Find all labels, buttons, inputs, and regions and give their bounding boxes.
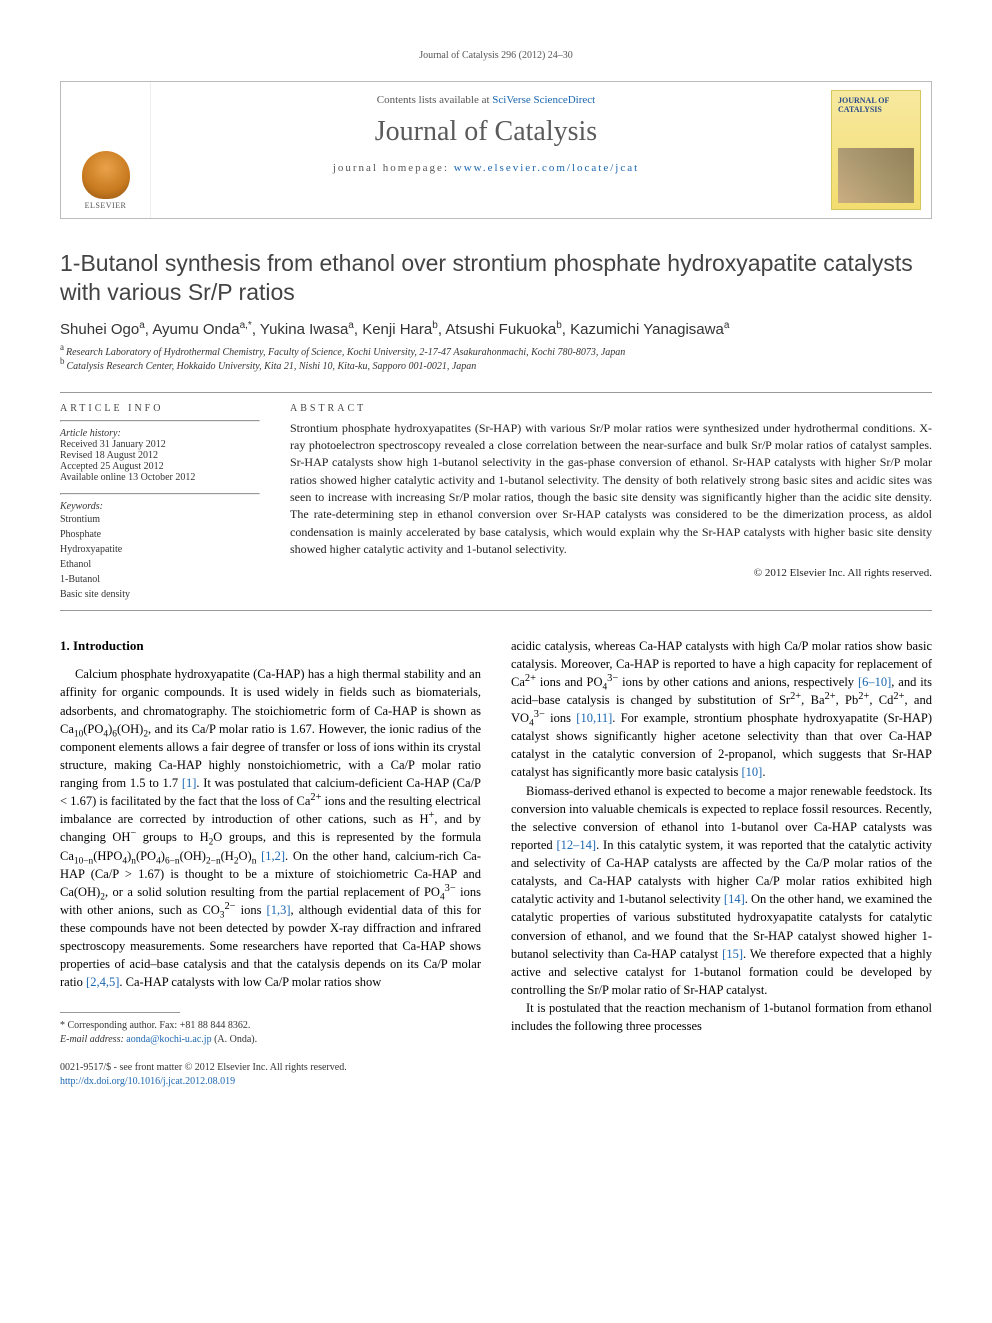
abstract-copyright: © 2012 Elsevier Inc. All rights reserved…: [290, 567, 932, 579]
body-paragraph: Biomass-derived ethanol is expected to b…: [511, 782, 932, 1000]
affiliation-b: bCatalysis Research Center, Hokkaido Uni…: [60, 360, 932, 374]
corr-email-link[interactable]: aonda@kochi-u.ac.jp: [126, 1034, 211, 1045]
citation-link[interactable]: [10,11]: [576, 711, 612, 725]
email-line: E-mail address: aonda@kochi-u.ac.jp (A. …: [60, 1033, 481, 1047]
citation-link[interactable]: [1]: [182, 776, 197, 790]
affiliation-a: aResearch Laboratory of Hydrothermal Che…: [60, 346, 932, 360]
author: Kazumichi Yanagisawa: [570, 321, 724, 338]
journal-header-center: Contents lists available at SciVerse Sci…: [151, 82, 821, 218]
journal-cover-thumbnail: JOURNAL OF CATALYSIS: [831, 90, 921, 210]
affiliation-text: Catalysis Research Center, Hokkaido Univ…: [67, 361, 477, 372]
contents-available-line: Contents lists available at SciVerse Sci…: [161, 94, 811, 106]
rule: [60, 420, 260, 422]
elsevier-tree-icon: [82, 151, 130, 199]
body-two-column: 1. Introduction Calcium phosphate hydrox…: [60, 637, 932, 1089]
article-title: 1-Butanol synthesis from ethanol over st…: [60, 249, 932, 307]
sciencedirect-link[interactable]: SciVerse ScienceDirect: [492, 94, 595, 106]
doi-footer: 0021-9517/$ - see front matter © 2012 El…: [60, 1061, 481, 1089]
email-label: E-mail address:: [60, 1034, 124, 1045]
affiliation-text: Research Laboratory of Hydrothermal Chem…: [66, 347, 625, 358]
author-affil-sup: b: [556, 320, 562, 331]
cover-image-icon: [838, 148, 914, 203]
front-matter-line: 0021-9517/$ - see front matter © 2012 El…: [60, 1061, 481, 1075]
abstract-column: abstract Strontium phosphate hydroxyapat…: [290, 403, 932, 602]
journal-homepage-line: journal homepage: www.elsevier.com/locat…: [161, 162, 811, 174]
section-heading: 1. Introduction: [60, 637, 481, 656]
abstract-heading: abstract: [290, 403, 932, 414]
corresponding-author-footnote: * Corresponding author. Fax: +81 88 844 …: [60, 1019, 481, 1047]
history-item: Revised 18 August 2012: [60, 450, 260, 461]
cover-title-line2: CATALYSIS: [838, 106, 914, 115]
left-column: 1. Introduction Calcium phosphate hydrox…: [60, 637, 481, 1089]
keyword: Ethanol: [60, 557, 260, 572]
history-label: Article history:: [60, 428, 260, 439]
journal-name: Journal of Catalysis: [161, 116, 811, 148]
history-item: Received 31 January 2012: [60, 439, 260, 450]
rule: [60, 493, 260, 495]
keyword: Strontium: [60, 512, 260, 527]
author-affil-sup: a: [724, 320, 730, 331]
author: Kenji Hara: [362, 321, 432, 338]
info-abstract-row: article info Article history: Received 3…: [60, 403, 932, 602]
history-item: Accepted 25 August 2012: [60, 461, 260, 472]
article-info-heading: article info: [60, 403, 260, 414]
citation-link[interactable]: [1,3]: [267, 903, 291, 917]
author-affil-sup: a: [348, 320, 354, 331]
rule: [60, 392, 932, 393]
homepage-prefix: journal homepage:: [333, 162, 454, 174]
author-affil-sup: a: [139, 320, 145, 331]
body-paragraph: Calcium phosphate hydroxyapatite (Ca-HAP…: [60, 665, 481, 991]
keyword: 1-Butanol: [60, 572, 260, 587]
elsevier-wordmark: ELSEVIER: [85, 201, 127, 210]
history-item: Available online 13 October 2012: [60, 472, 260, 483]
author-list: Shuhei Ogoa, Ayumu Ondaa,*, Yukina Iwasa…: [60, 321, 932, 338]
affiliations: aResearch Laboratory of Hydrothermal Che…: [60, 346, 932, 374]
running-header: Journal of Catalysis 296 (2012) 24–30: [60, 50, 932, 61]
body-paragraph: It is postulated that the reaction mecha…: [511, 999, 932, 1035]
rule: [60, 610, 932, 611]
citation-link[interactable]: [14]: [724, 892, 745, 906]
citation-link[interactable]: [12–14]: [557, 838, 597, 852]
email-suffix: (A. Onda).: [214, 1034, 257, 1045]
author-affil-sup: b: [432, 320, 438, 331]
elsevier-logo: ELSEVIER: [76, 140, 136, 210]
keyword: Hydroxyapatite: [60, 542, 260, 557]
article-info-column: article info Article history: Received 3…: [60, 403, 260, 602]
author: Yukina Iwasa: [260, 321, 348, 338]
footnote-rule: [60, 1012, 180, 1013]
body-paragraph: acidic catalysis, whereas Ca-HAP catalys…: [511, 637, 932, 782]
cover-thumb-cell: JOURNAL OF CATALYSIS: [821, 82, 931, 218]
citation-link[interactable]: [2,4,5]: [86, 975, 119, 989]
doi-link[interactable]: http://dx.doi.org/10.1016/j.jcat.2012.08…: [60, 1076, 235, 1087]
right-column: acidic catalysis, whereas Ca-HAP catalys…: [511, 637, 932, 1089]
author: Shuhei Ogo: [60, 321, 139, 338]
journal-homepage-link[interactable]: www.elsevier.com/locate/jcat: [454, 162, 639, 174]
citation-link[interactable]: [10]: [742, 765, 763, 779]
author: Atsushi Fukuoka: [445, 321, 556, 338]
contents-prefix: Contents lists available at: [377, 94, 492, 106]
keywords-list: Strontium Phosphate Hydroxyapatite Ethan…: [60, 512, 260, 602]
keywords-label: Keywords:: [60, 501, 260, 512]
author-affil-sup: a,*: [240, 320, 252, 331]
abstract-text: Strontium phosphate hydroxyapatites (Sr-…: [290, 420, 932, 559]
publisher-logo-cell: ELSEVIER: [61, 82, 151, 218]
author: Ayumu Onda: [152, 321, 239, 338]
citation-link[interactable]: [1,2]: [261, 849, 285, 863]
citation-link[interactable]: [6–10]: [858, 675, 891, 689]
corr-author-line: * Corresponding author. Fax: +81 88 844 …: [60, 1019, 481, 1033]
keyword: Phosphate: [60, 527, 260, 542]
journal-header-box: ELSEVIER Contents lists available at Sci…: [60, 81, 932, 219]
citation-link[interactable]: [15]: [722, 947, 743, 961]
keyword: Basic site density: [60, 587, 260, 602]
